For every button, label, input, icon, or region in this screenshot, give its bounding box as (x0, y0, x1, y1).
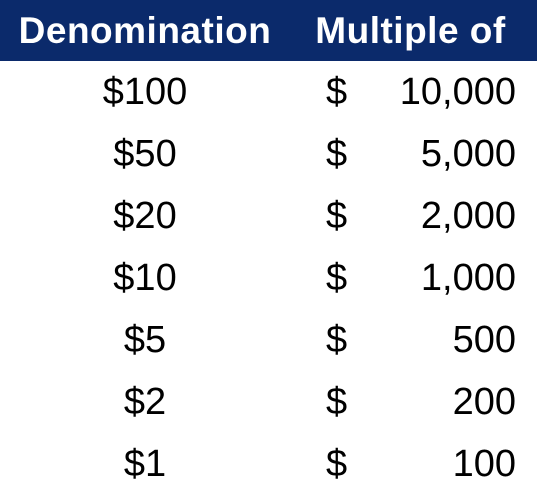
currency-symbol-cell: $ (326, 256, 348, 299)
multiple-cell: 5,000 (420, 132, 516, 175)
currency-symbol-cell: $ (326, 442, 348, 485)
denomination-cell: $50 (113, 132, 177, 175)
denomination-cell: $2 (123, 380, 167, 423)
denomination-cell: $20 (113, 194, 177, 237)
table-header-row: Denomination Multiple of (0, 0, 537, 61)
header-multiple-of: Multiple of (315, 9, 506, 51)
multiple-cell: 100 (452, 442, 516, 485)
denomination-cell: $1 (123, 442, 167, 485)
table-row: $2 $ 200 (0, 371, 537, 433)
table-row: $50 $ 5,000 (0, 123, 537, 185)
table-body: $100 $ 10,000 $50 $ 5,000 $20 $ 2,000 $1… (0, 61, 537, 495)
table-row: $1 $ 100 (0, 433, 537, 495)
table-row: $5 $ 500 (0, 309, 537, 371)
currency-symbol-cell: $ (326, 318, 348, 361)
multiple-cell: 10,000 (399, 70, 516, 113)
table-row: $20 $ 2,000 (0, 185, 537, 247)
denomination-cell: $5 (123, 318, 167, 361)
currency-symbol-cell: $ (326, 70, 348, 113)
multiple-cell: 2,000 (420, 194, 516, 237)
header-denomination: Denomination (18, 9, 272, 51)
multiple-cell: 1,000 (420, 256, 516, 299)
multiple-cell: 500 (452, 318, 516, 361)
table-row: $10 $ 1,000 (0, 247, 537, 309)
currency-symbol-cell: $ (326, 132, 348, 175)
denomination-cell: $100 (102, 70, 188, 113)
currency-symbol-cell: $ (326, 380, 348, 423)
table-row: $100 $ 10,000 (0, 61, 537, 123)
multiple-cell: 200 (452, 380, 516, 423)
currency-symbol-cell: $ (326, 194, 348, 237)
denomination-cell: $10 (113, 256, 177, 299)
